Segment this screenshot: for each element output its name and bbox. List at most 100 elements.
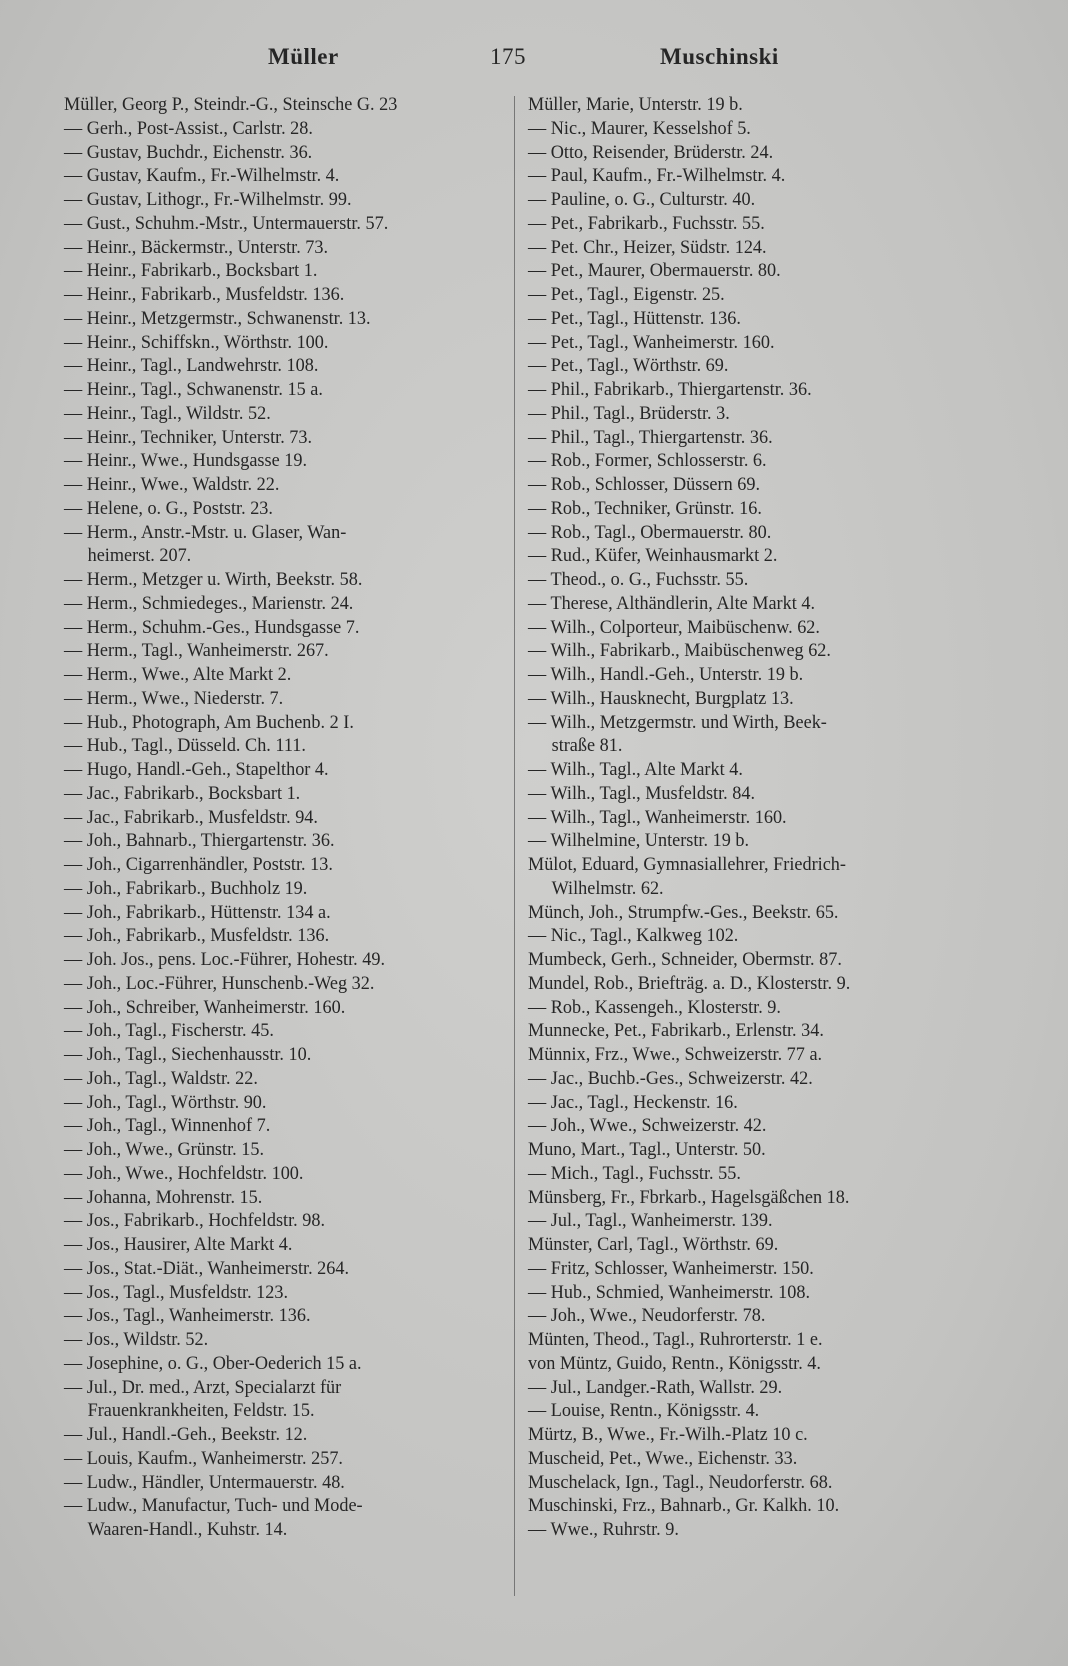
directory-entry-line: — Wilh., Hausknecht, Burgplatz 13. — [528, 688, 794, 709]
directory-entry-line: Münten, Theod., Tagl., Ruhrorterstr. 1 e… — [528, 1330, 823, 1350]
directory-entry-line: — Phil., Tagl., Brüderstr. 3. — [528, 403, 730, 424]
running-head-left: Müller — [268, 44, 339, 69]
directory-entry-line: — Jos., Fabrikarb., Hochfeldstr. 98. — [64, 1211, 326, 1232]
directory-entry-line: — Helene, o. G., Poststr. 23. — [64, 498, 273, 519]
directory-entry-line: Muschelack, Ign., Tagl., Neudorferstr. 6… — [528, 1472, 833, 1493]
directory-entry-line: — Rob., Schlosser, Düssern 69. — [528, 475, 761, 495]
directory-entry-line: — Heinr., Metzgermstr., Schwanenstr. 13. — [64, 308, 371, 329]
left-column: Müller, Georg P., Steindr.-G., Steinsche… — [64, 94, 519, 1543]
directory-entry-line: — Jul., Handl.-Geh., Beekstr. 12. — [64, 1425, 308, 1445]
directory-entry-line: Münster, Carl, Tagl., Wörthstr. 69. — [528, 1235, 779, 1255]
directory-entry-line: Waaren-Handl., Kuhstr. 14. — [87, 1520, 288, 1540]
directory-entry-line: Muno, Mart., Tagl., Unterstr. 50. — [528, 1140, 766, 1160]
directory-entry-line: — Hub., Schmied, Wanheimerstr. 108. — [528, 1282, 811, 1303]
directory-entry-line: — Jos., Tagl., Musfeldstr. 123. — [64, 1282, 289, 1303]
directory-entry-line: — Herm., Metzger u. Wirth, Beekstr. 58. — [64, 570, 363, 590]
directory-entry-line: — Joh., Loc.-Führer, Hunschenb.-Weg 32. — [64, 973, 375, 994]
directory-entry-line: — Joh., Tagl., Winnenhof 7. — [64, 1116, 271, 1137]
directory-entry-line: — Pet., Tagl., Wörthstr. 69. — [528, 356, 729, 377]
directory-entry-line: Münsberg, Fr., Fbrkarb., Hagelsgäßchen 1… — [528, 1187, 850, 1208]
directory-entry-line: — Paul, Kaufm., Fr.-Wilhelmstr. 4. — [528, 166, 786, 187]
directory-entry-line: — Wilhelmine, Unterstr. 19 b. — [528, 831, 750, 852]
directory-entry-line: — Hub., Photograph, Am Buchenb. 2 I. — [64, 712, 354, 733]
directory-entry-line: — Gustav, Lithogr., Fr.-Wilhelmstr. 99. — [64, 190, 352, 210]
directory-entry-line: Münch, Joh., Strumpfw.-Ges., Beekstr. 65… — [528, 902, 839, 923]
directory-entry-line: — Pet., Maurer, Obermauerstr. 80. — [528, 261, 781, 282]
directory-entry-line: — Wilh., Tagl., Musfeldstr. 84. — [528, 783, 756, 804]
directory-entry-line: Mundel, Rob., Briefträg. a. D., Klosters… — [528, 973, 851, 994]
directory-entry-line: — Joh., Fabrikarb., Musfeldstr. 136. — [64, 926, 330, 947]
directory-entry-line: — Gustav, Kaufm., Fr.-Wilhelmstr. 4. — [64, 166, 340, 187]
directory-entry-line: — Joh., Tagl., Waldstr. 22. — [64, 1068, 258, 1089]
directory-entry-line: — Jac., Fabrikarb., Musfeldstr. 94. — [64, 807, 318, 828]
directory-entry-line: — Pet., Fabrikarb., Fuchsstr. 55. — [528, 213, 765, 234]
directory-entry-line: — Heinr., Techniker, Unterstr. 73. — [64, 427, 313, 448]
right-column: Müller, Marie, Unterstr. 19 b. — Nic., Ma… — [528, 94, 983, 1543]
directory-entry-line: — Joh., Bahnarb., Thiergartenstr. 36. — [64, 831, 335, 852]
directory-entry-line: — Gerh., Post-Assist., Carlstr. 28. — [64, 118, 313, 139]
directory-entry-line: — Otto, Reisender, Brüderstr. 24. — [528, 142, 774, 163]
directory-entry-line: — Wilh., Tagl., Wanheimerstr. 160. — [528, 807, 787, 828]
directory-entry-line: Mülot, Eduard, Gymnasiallehrer, Friedric… — [528, 855, 846, 875]
directory-entry-line: — Heinr., Tagl., Landwehrstr. 108. — [64, 356, 319, 377]
directory-entry-line: — Johanna, Mohrenstr. 15. — [64, 1187, 263, 1208]
directory-entry-line: — Heinr., Tagl., Schwanenstr. 15 a. — [64, 380, 323, 400]
directory-entry-line: — Phil., Tagl., Thiergartenstr. 36. — [528, 427, 773, 448]
directory-entry-line: — Heinr., Tagl., Wildstr. 52. — [64, 403, 271, 424]
directory-entry-line: — Pet., Tagl., Eigenstr. 25. — [528, 285, 725, 305]
directory-entry-line: Frauenkrankheiten, Feldstr. 15. — [87, 1401, 315, 1422]
directory-entry-line: — Wilh., Colporteur, Maibüschenw. 62. — [528, 617, 820, 638]
column-divider — [514, 96, 515, 1596]
directory-entry-line: — Rob., Tagl., Obermauerstr. 80. — [528, 522, 772, 543]
directory-entry-line: — Joh., Fabrikarb., Hüttenstr. 134 a. — [64, 902, 331, 923]
directory-entry-line: — Joh., Tagl., Siechenhausstr. 10. — [64, 1045, 312, 1065]
directory-entry-line: Muschinski, Frz., Bahnarb., Gr. Kalkh. 1… — [528, 1496, 840, 1517]
directory-entry-line: — Joh., Cigarrenhändler, Poststr. 13. — [64, 855, 333, 875]
directory-entry-line: Münnix, Frz., Wwe., Schweizerstr. 77 a. — [528, 1045, 823, 1065]
directory-entry-line: — Joh., Wwe., Grünstr. 15. — [64, 1140, 265, 1160]
directory-entry-line: — Heinr., Wwe., Hundsgasse 19. — [64, 451, 308, 472]
directory-entry-line: — Therese, Althändlerin, Alte Markt 4. — [528, 593, 815, 614]
directory-entry-line: — Pet., Tagl., Hüttenstr. 136. — [528, 308, 741, 329]
directory-entry-line: — Jos., Wildstr. 52. — [64, 1330, 209, 1350]
directory-entry-line: — Joh., Wwe., Schweizerstr. 42. — [528, 1116, 767, 1137]
directory-entry-line: — Heinr., Wwe., Waldstr. 22. — [64, 475, 280, 495]
directory-entry-line: — Nic., Tagl., Kalkweg 102. — [528, 926, 739, 947]
directory-entry-line: — Jul., Landger.-Rath, Wallstr. 29. — [528, 1377, 783, 1398]
directory-entry-line: — Josephine, o. G., Ober-Oederich 15 a. — [64, 1353, 362, 1374]
directory-entry-line: — Gustav, Buchdr., Eichenstr. 36. — [64, 142, 313, 163]
directory-entry-line: Mürtz, B., Wwe., Fr.-Wilh.-Platz 10 c. — [528, 1425, 808, 1445]
directory-entry-line: — Joh., Fabrikarb., Buchholz 19. — [64, 878, 308, 899]
directory-entry-line: — Rob., Techniker, Grünstr. 16. — [528, 498, 762, 519]
directory-entry-line: — Gust., Schuhm.-Mstr., Untermauerstr. 5… — [64, 213, 389, 234]
directory-entry-line: — Wilh., Handl.-Geh., Unterstr. 19 b. — [528, 665, 804, 685]
directory-entry-line: — Jos., Stat.-Diät., Wanheimerstr. 264. — [64, 1258, 350, 1279]
directory-entry-line: — Pet. Chr., Heizer, Südstr. 124. — [528, 237, 767, 258]
directory-entry-line: — Joh. Jos., pens. Loc.-Führer, Hohestr.… — [64, 950, 386, 970]
directory-entry-line: — Joh., Schreiber, Wanheimerstr. 160. — [64, 997, 346, 1018]
directory-entry-line: — Herm., Anstr.-Mstr. u. Glaser, Wan- — [64, 522, 347, 543]
directory-entry-line: — Jac., Tagl., Heckenstr. 16. — [528, 1092, 738, 1113]
directory-entry-line: — Herm., Wwe., Niederstr. 7. — [64, 688, 284, 709]
directory-entry-line: — Joh., Tagl., Wörthstr. 90. — [64, 1092, 267, 1113]
directory-entry-line: — Wilh., Metzgermstr. und Wirth, Beek- — [528, 712, 827, 733]
directory-entry-line: — Phil., Fabrikarb., Thiergartenstr. 36. — [528, 380, 812, 400]
directory-entry-line: heimerst. 207. — [87, 546, 192, 567]
directory-entry-line: — Joh., Wwe., Hochfeldstr. 100. — [64, 1163, 304, 1184]
directory-entry-line: — Mich., Tagl., Fuchsstr. 55. — [528, 1163, 741, 1184]
directory-entry-line: — Herm., Tagl., Wanheimerstr. 267. — [64, 641, 329, 662]
directory-entry-line: — Herm., Schuhm.-Ges., Hundsgasse 7. — [64, 617, 360, 638]
directory-entry-line: — Heinr., Schiffskn., Wörthstr. 100. — [64, 332, 329, 353]
directory-entry-line: — Wilh., Tagl., Alte Markt 4. — [528, 760, 743, 780]
directory-entry-line: — Ludw., Manufactur, Tuch- und Mode- — [64, 1496, 363, 1517]
directory-entry-line: — Nic., Maurer, Kesselshof 5. — [528, 118, 751, 139]
directory-entry-line: — Wwe., Ruhrstr. 9. — [528, 1520, 679, 1540]
directory-entry-line: — Jul., Tagl., Wanheimerstr. 139. — [528, 1211, 773, 1232]
directory-entry-line: — Herm., Schmiedeges., Marienstr. 24. — [64, 593, 354, 614]
directory-entry-line: Wilhelmstr. 62. — [551, 878, 664, 899]
directory-entry-line: — Wilh., Fabrikarb., Maibüschenweg 62. — [528, 641, 831, 662]
running-head-right: Muschinski — [660, 44, 779, 69]
directory-entry-line: — Herm., Wwe., Alte Markt 2. — [64, 665, 292, 685]
directory-entry-line: — Ludw., Händler, Untermauerstr. 48. — [64, 1472, 345, 1493]
